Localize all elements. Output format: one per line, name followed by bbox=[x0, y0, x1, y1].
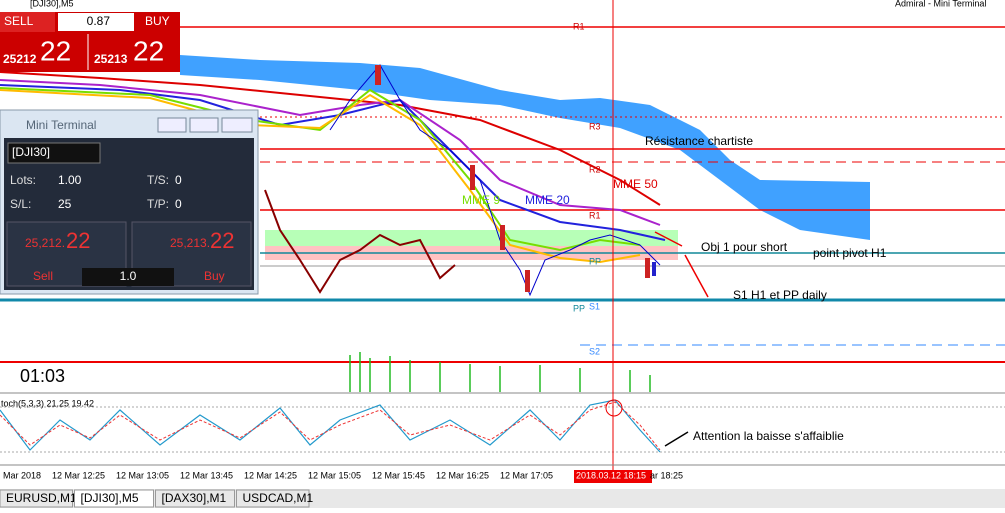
arrow bbox=[654, 231, 683, 247]
ts[interactable]: 0 bbox=[175, 173, 182, 187]
sell-button[interactable] bbox=[0, 12, 55, 32]
x-label: Mar 2018 bbox=[3, 470, 41, 480]
sell[interactable]: Sell bbox=[33, 269, 53, 283]
volume bbox=[349, 352, 651, 392]
candle bbox=[645, 258, 650, 278]
label: T/S: bbox=[147, 173, 169, 187]
highlight bbox=[605, 399, 623, 417]
level: R1 bbox=[573, 21, 585, 31]
title: [DJI30],M5 bbox=[30, 0, 74, 8]
bid-small: 22 bbox=[40, 35, 71, 66]
symbol-select[interactable] bbox=[7, 142, 101, 164]
level: S2 bbox=[589, 346, 600, 356]
x-label: 12 Mar 14:25 bbox=[244, 470, 297, 480]
level: S1 bbox=[589, 301, 600, 311]
ask-big: 25213 bbox=[94, 52, 128, 66]
x-label: 12 Mar 13:05 bbox=[116, 470, 169, 480]
level: R1 bbox=[589, 210, 601, 220]
tp[interactable]: 0 bbox=[175, 197, 182, 211]
buy[interactable]: BUY bbox=[145, 14, 170, 28]
sell: SELL bbox=[4, 14, 34, 28]
tab-label: EURUSD,M1 bbox=[6, 491, 77, 505]
app-title: Admiral - Mini Terminal bbox=[895, 0, 986, 8]
x-label: 12 Mar 17:05 bbox=[500, 470, 553, 480]
timer: 01:03 bbox=[20, 366, 65, 386]
cloud bbox=[180, 55, 870, 240]
level: R2 bbox=[589, 164, 601, 174]
arrow bbox=[664, 431, 689, 447]
tab[interactable] bbox=[155, 489, 235, 508]
indicator-label: toch(5,3,3) 21.25 19.42 bbox=[1, 398, 94, 408]
annotation: MME 50 bbox=[613, 177, 658, 191]
stoch-signal bbox=[0, 401, 661, 451]
label: S/L: bbox=[10, 197, 31, 211]
tab[interactable] bbox=[236, 489, 310, 508]
annotation: S1 H1 et PP daily bbox=[733, 288, 827, 302]
arrow bbox=[684, 254, 709, 298]
buy[interactable]: Buy bbox=[204, 269, 225, 283]
annotation: Obj 1 pour short bbox=[701, 240, 788, 254]
tab[interactable] bbox=[74, 489, 154, 508]
volume: 1.0 bbox=[120, 269, 137, 283]
annotation: MME 20 bbox=[525, 193, 570, 207]
candle bbox=[500, 225, 505, 250]
tab-label: [DAX30],M1 bbox=[162, 491, 227, 505]
mt-title: Mini Terminal bbox=[26, 118, 96, 132]
annotation: Attention la baisse s'affaiblie bbox=[693, 429, 844, 443]
tab-label: [DJI30],M5 bbox=[81, 491, 139, 505]
volume: 0.87 bbox=[87, 14, 111, 28]
annotation: MME 9 bbox=[462, 193, 500, 207]
sl[interactable]: 25 bbox=[58, 197, 72, 211]
x-label: 12 Mar 12:25 bbox=[52, 470, 105, 480]
tab[interactable] bbox=[0, 489, 73, 508]
candle bbox=[652, 262, 656, 276]
candle bbox=[470, 165, 475, 190]
maximize[interactable] bbox=[189, 117, 219, 133]
band bbox=[265, 230, 678, 246]
bid-big: 25212 bbox=[3, 52, 37, 66]
sell-price-small: 22 bbox=[66, 228, 90, 253]
level: PP bbox=[589, 256, 601, 266]
label: T/P: bbox=[147, 197, 169, 211]
x-label: 12 Mar 13:45 bbox=[180, 470, 233, 480]
tabs: EURUSD,M1 [DJI30],M5 [DAX30],M1 USDCAD,M1 bbox=[0, 489, 314, 508]
minimize[interactable] bbox=[157, 117, 187, 133]
candle bbox=[375, 65, 381, 85]
annotation: point pivot H1 bbox=[813, 246, 887, 260]
x-label: ar 18:25 bbox=[650, 470, 683, 480]
x-axis: Mar 2018 12 Mar 12:25 12 Mar 13:05 12 Mar 1… bbox=[3, 470, 683, 480]
price bbox=[329, 64, 661, 297]
buy-price: 25,213. bbox=[170, 236, 210, 250]
x-label: 12 Mar 15:45 bbox=[372, 470, 425, 480]
x-label: 12 Mar 15:05 bbox=[308, 470, 361, 480]
level: PP bbox=[573, 303, 585, 313]
level: R3 bbox=[589, 121, 601, 131]
label: Lots: bbox=[10, 173, 36, 187]
stoch-main bbox=[0, 399, 661, 453]
candle bbox=[525, 270, 530, 292]
time-highlight bbox=[574, 470, 652, 483]
buy-price-small: 22 bbox=[210, 228, 234, 253]
annotation: Résistance chartiste bbox=[645, 134, 753, 148]
close[interactable] bbox=[221, 117, 253, 133]
sell-price: 25,212. bbox=[25, 236, 65, 250]
mme50 bbox=[0, 71, 661, 206]
tab-label: USDCAD,M1 bbox=[243, 491, 314, 505]
symbol: [DJI30] bbox=[12, 145, 50, 159]
volume-input[interactable] bbox=[82, 268, 174, 286]
x-label: 12 Mar 16:25 bbox=[436, 470, 489, 480]
line bbox=[264, 189, 456, 294]
lots[interactable]: 1.00 bbox=[58, 173, 82, 187]
volume-input[interactable] bbox=[58, 13, 134, 31]
ask-small: 22 bbox=[133, 35, 164, 66]
x-label: 2018.03.12 18:15 bbox=[576, 470, 646, 480]
